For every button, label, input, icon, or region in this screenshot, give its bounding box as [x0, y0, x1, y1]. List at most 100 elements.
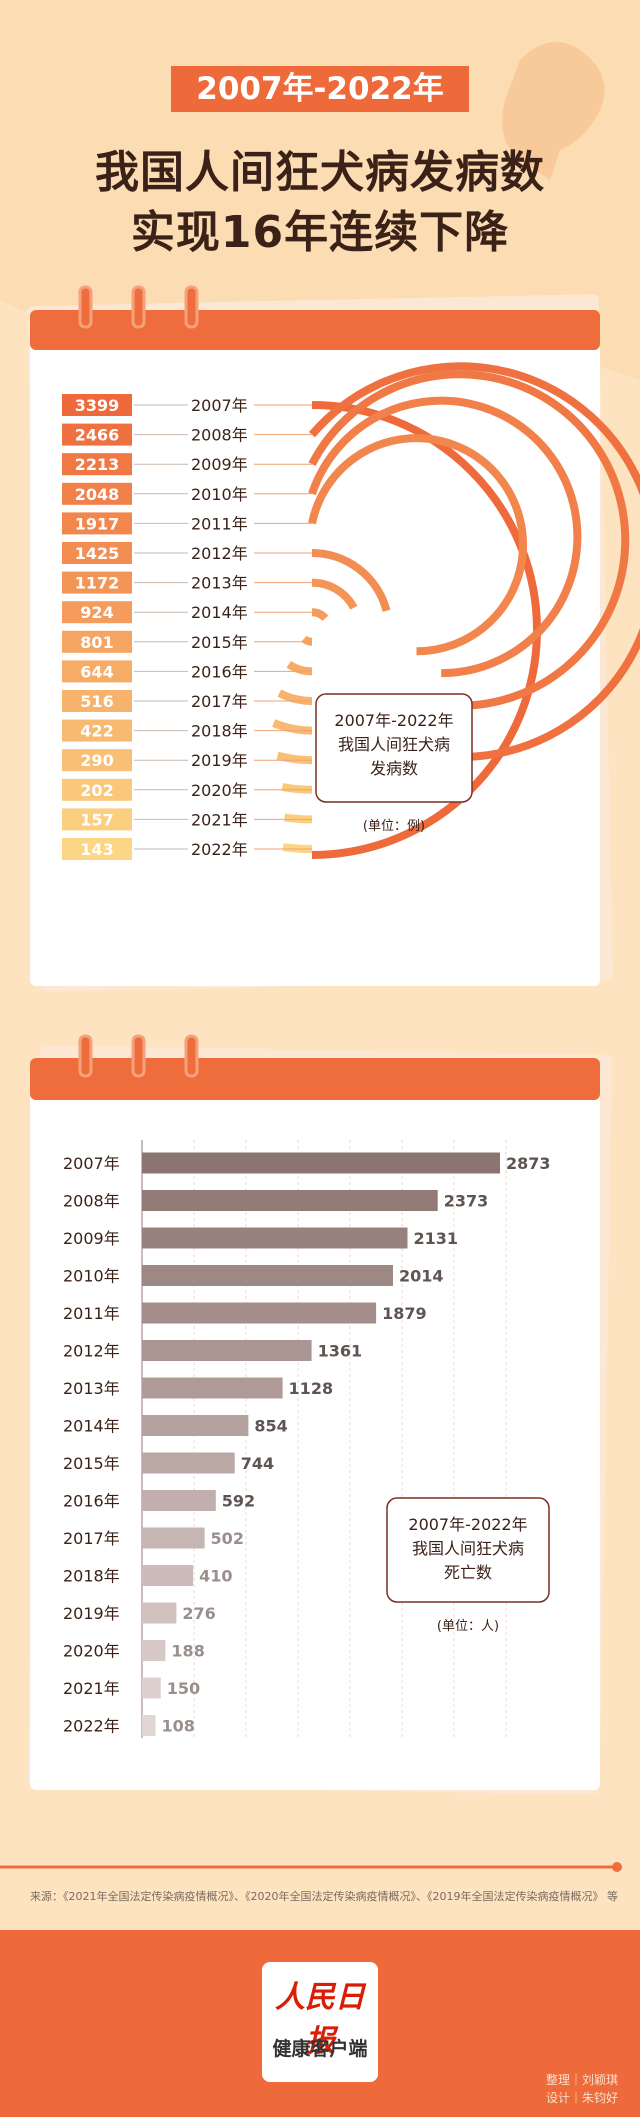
incidence-title-line: 2007年-2022年: [334, 711, 453, 730]
people-daily-logo: 人民日报: [275, 1980, 365, 2059]
deaths-bar: [142, 1715, 156, 1736]
incidence-value-label: 2466: [75, 426, 120, 445]
incidence-value-label: 3399: [75, 396, 120, 415]
incidence-value-label: 644: [80, 662, 113, 681]
deaths-bar: [142, 1152, 500, 1174]
incidence-value-box: [62, 512, 132, 535]
incidence-arc: [311, 608, 329, 622]
incidence-value-label: 157: [80, 810, 113, 829]
deaths-bar: [142, 1377, 283, 1399]
logo-box: [262, 1962, 378, 2082]
credit-editor: 整理｜刘颖琪: [545, 2073, 618, 2087]
incidence-value-box: [62, 719, 132, 742]
incidence-value-label: 1917: [75, 514, 120, 533]
deaths-value-label: 1361: [318, 1342, 363, 1361]
incidence-arc: [311, 578, 358, 610]
incidence-value-box: [62, 690, 132, 712]
deaths-value-label: 1128: [289, 1379, 334, 1398]
incidence-value-label: 516: [80, 692, 113, 711]
deaths-year-label: 2008年: [63, 1192, 120, 1211]
incidence-value-label: 290: [80, 751, 113, 770]
headline-line-1: 我国人间狂犬病发病数: [95, 147, 545, 198]
incidence-year-label: 2017年: [191, 692, 248, 711]
deaths-year-label: 2011年: [63, 1304, 120, 1323]
deaths-unit-label: (单位：人): [437, 1619, 499, 1634]
incidence-year-label: 2012年: [191, 544, 248, 563]
deaths-value-label: 744: [241, 1454, 274, 1473]
incidence-value-box: [62, 571, 132, 594]
incidence-year-label: 2010年: [191, 485, 248, 504]
incidence-value-label: 202: [80, 781, 113, 800]
incidence-year-label: 2015年: [191, 633, 248, 652]
deaths-value-label: 2873: [506, 1154, 551, 1173]
deaths-year-label: 2022年: [63, 1717, 120, 1736]
deaths-value-label: 2014: [399, 1267, 444, 1286]
headline-line-2: 实现16年连续下降: [130, 207, 510, 258]
incidence-value-box: [62, 394, 132, 416]
deaths-year-label: 2021年: [63, 1679, 120, 1698]
deaths-value-label: 502: [211, 1529, 244, 1548]
deaths-value-label: 854: [254, 1417, 287, 1436]
deaths-bar: [142, 1227, 408, 1249]
incidence-year-label: 2018年: [191, 722, 248, 741]
deaths-bar: [142, 1190, 438, 1211]
deaths-year-label: 2012年: [63, 1342, 120, 1361]
incidence-year-label: 2014年: [191, 603, 248, 622]
incidence-value-label: 143: [80, 840, 113, 859]
deaths-bar: [142, 1565, 194, 1586]
incidence-arc: [308, 362, 640, 762]
incidence-year-label: 2013年: [191, 574, 248, 593]
deaths-bar: [142, 1602, 177, 1624]
incidence-value-box: [62, 808, 132, 831]
incidence-value-box: [62, 542, 132, 564]
deaths-value-label: 410: [199, 1567, 232, 1586]
incidence-value-box: [62, 749, 132, 772]
incidence-value-box: [62, 601, 132, 624]
incidence-arc: [311, 549, 391, 612]
incidence-value-label: 801: [80, 633, 113, 652]
incidence-value-box: [62, 630, 132, 653]
incidence-value-box: [62, 453, 132, 476]
incidence-value-label: 2048: [75, 485, 120, 504]
deaths-bar: [142, 1490, 216, 1511]
incidence-value-label: 422: [80, 722, 113, 741]
deaths-year-label: 2018年: [63, 1567, 120, 1586]
incidence-arc: [308, 434, 527, 656]
deaths-value-label: 2131: [414, 1229, 459, 1248]
incidence-value-box: [62, 660, 132, 683]
incidence-value-label: 924: [80, 603, 113, 622]
deaths-year-label: 2014年: [63, 1417, 120, 1436]
deaths-title-line: 2007年-2022年: [408, 1515, 527, 1534]
deaths-year-label: 2007年: [63, 1154, 120, 1173]
health-client-label: 健康客户端: [272, 2038, 368, 2060]
incidence-year-label: 2021年: [191, 810, 248, 829]
incidence-year-label: 2011年: [191, 514, 248, 533]
incidence-year-label: 2009年: [191, 455, 248, 474]
deaths-bar: [142, 1677, 161, 1699]
card-incidence: [30, 310, 600, 986]
dog-silhouette-icon: [502, 42, 605, 180]
incidence-value-box: [62, 423, 132, 446]
deaths-year-label: 2019年: [63, 1604, 120, 1623]
incidence-year-label: 2008年: [191, 426, 248, 445]
incidence-year-label: 2019年: [191, 751, 248, 770]
deaths-value-label: 276: [182, 1604, 215, 1623]
deaths-value-label: 150: [167, 1679, 200, 1698]
deaths-year-label: 2016年: [63, 1492, 120, 1511]
incidence-title-line: 我国人间狂犬病: [338, 735, 450, 754]
deaths-year-label: 2009年: [63, 1229, 120, 1248]
deaths-bar: [142, 1527, 205, 1549]
incidence-title-box: [315, 693, 473, 803]
deaths-value-label: 2373: [444, 1192, 489, 1211]
deaths-value-label: 1879: [382, 1304, 427, 1323]
incidence-value-box: [62, 778, 132, 801]
incidence-year-label: 2007年: [191, 396, 248, 415]
deaths-bar: [142, 1415, 249, 1436]
deaths-year-label: 2020年: [63, 1642, 120, 1661]
incidence-value-label: 2213: [75, 455, 120, 474]
deaths-bar: [142, 1340, 312, 1361]
incidence-title-line: 发病数: [370, 759, 418, 778]
deaths-year-label: 2017年: [63, 1529, 120, 1548]
